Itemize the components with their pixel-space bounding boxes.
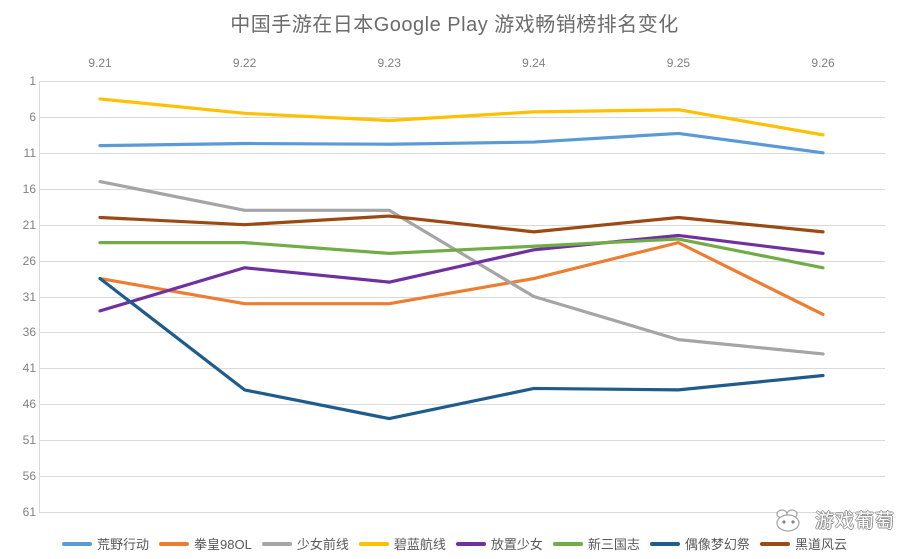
x-axis-tick-label: 9.21 xyxy=(88,56,112,70)
y-axis-tick-label: 21 xyxy=(22,217,36,232)
gridline xyxy=(40,152,885,154)
series-line xyxy=(98,237,825,270)
legend-item[interactable]: 新三国志 xyxy=(552,534,640,553)
legend-color-swatch xyxy=(552,541,583,546)
series-line xyxy=(98,241,825,317)
legend-item[interactable]: 偶像梦幻祭 xyxy=(649,534,750,553)
y-axis-tick-label: 46 xyxy=(22,397,36,412)
x-axis-tick-label: 9.25 xyxy=(666,56,691,70)
y-axis-tick-label: 26 xyxy=(22,253,36,268)
y-axis-tick-label: 56 xyxy=(22,469,36,484)
y-axis-tick-label: 11 xyxy=(23,145,36,160)
gridline xyxy=(40,260,885,262)
chart-legend: 荒野行动 拳皇98OL 少女前线 碧蓝航线 放置少女 新三国志 偶像梦幻祭 黑道风云 xyxy=(0,534,909,553)
legend-color-swatch xyxy=(159,541,190,546)
legend-label: 少女前线 xyxy=(296,537,349,552)
legend-item[interactable]: 荒野行动 xyxy=(62,534,149,553)
x-axis-tick-label: 9.22 xyxy=(232,56,257,70)
y-axis-tick-label: 41 xyxy=(22,361,36,376)
x-axis-tick-label: 9.26 xyxy=(811,56,835,70)
y-axis-tick-label: 31 xyxy=(22,289,36,304)
legend-label: 荒野行动 xyxy=(97,537,150,552)
legend-color-swatch xyxy=(649,541,680,546)
legend-label: 碧蓝航线 xyxy=(393,537,446,552)
y-axis-tick-label: 61 xyxy=(22,505,36,519)
series-line xyxy=(98,131,825,155)
x-axis-tick-label: 9.23 xyxy=(377,56,401,70)
legend-label: 拳皇98OL xyxy=(194,537,252,552)
y-axis-ticks: 1 6 11 16 21 26 31 36 41 46 51 56 61 xyxy=(0,0,36,559)
legend-color-swatch xyxy=(62,541,93,546)
series-line xyxy=(98,214,825,234)
gridline xyxy=(40,476,885,478)
legend-color-swatch xyxy=(261,541,292,546)
legend-label: 放置少女 xyxy=(490,537,543,552)
chart-title: 中国手游在日本Google Play 游戏畅销榜排名变化 xyxy=(230,14,679,36)
gridline xyxy=(40,368,885,370)
legend-color-swatch xyxy=(759,541,790,546)
y-axis-tick-label: 51 xyxy=(22,433,36,448)
legend-item[interactable]: 放置少女 xyxy=(455,534,543,553)
gridline xyxy=(40,512,885,513)
x-axis-tick-label: 9.24 xyxy=(522,56,546,70)
legend-item[interactable]: 少女前线 xyxy=(261,534,349,553)
legend-color-swatch xyxy=(358,541,389,546)
legend-color-swatch xyxy=(455,541,486,546)
legend-label: 新三国志 xyxy=(587,537,640,552)
legend-item[interactable]: 黑道风云 xyxy=(759,534,847,553)
y-axis-tick-label: 16 xyxy=(22,181,36,196)
gridline xyxy=(40,81,885,82)
legend-label: 黑道风云 xyxy=(794,537,847,552)
series-line xyxy=(98,97,825,137)
gridline xyxy=(40,188,885,190)
series-line xyxy=(98,276,825,421)
legend-item[interactable]: 碧蓝航线 xyxy=(358,534,446,553)
gridline xyxy=(40,332,885,334)
gridline xyxy=(40,440,885,442)
legend-item[interactable]: 拳皇98OL xyxy=(159,534,252,553)
legend-label: 偶像梦幻祭 xyxy=(684,537,750,552)
y-axis-tick-label: 36 xyxy=(22,325,36,340)
y-axis-line xyxy=(39,81,40,513)
gridline xyxy=(40,296,885,298)
series-line xyxy=(98,179,825,356)
y-axis-tick-label: 6 xyxy=(29,109,36,124)
series-line xyxy=(98,233,825,313)
y-axis-tick-label: 1 xyxy=(29,74,36,88)
